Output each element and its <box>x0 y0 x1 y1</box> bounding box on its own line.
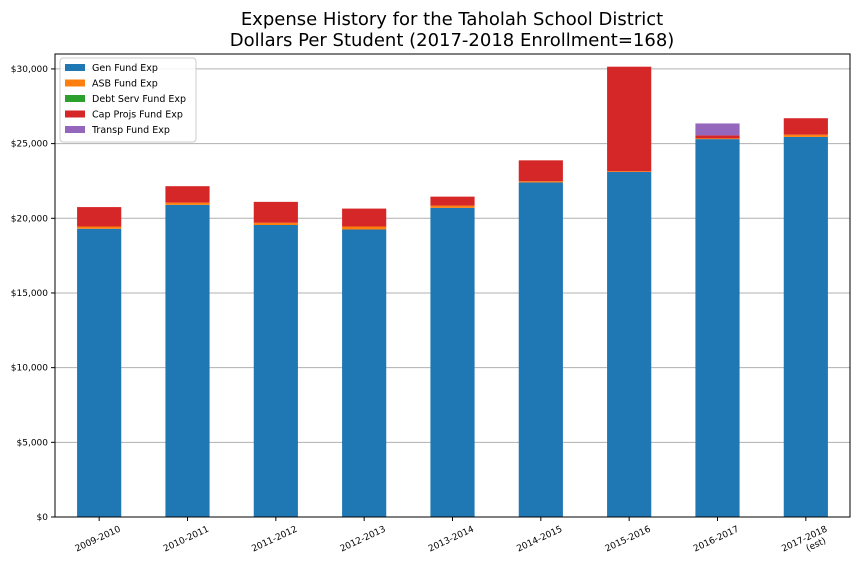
bar-segment <box>430 196 475 206</box>
bar-segment <box>783 136 828 517</box>
bar-segment <box>430 207 475 517</box>
legend: Gen Fund Exp ASB Fund Exp Debt Serv Fund E… <box>59 57 197 143</box>
bar-segment <box>783 118 828 135</box>
bar-segment <box>165 186 210 203</box>
x-tick-label-line: 2012-2013 <box>339 525 388 555</box>
x-tick-label: 2016-2017 <box>692 525 741 555</box>
x-tick-label-line: 2013-2014 <box>427 525 476 555</box>
x-tick-label: 2017-2018(est) <box>780 525 833 564</box>
bar-segment <box>518 182 563 517</box>
x-tick-label-line: 2014-2015 <box>515 525 564 555</box>
x-tick-label: 2011-2012 <box>250 525 299 555</box>
bar-segment <box>430 205 475 208</box>
x-tick-label-line: 2016-2017 <box>692 525 741 555</box>
x-tick-label: 2010-2011 <box>162 525 211 555</box>
x-tick-label: 2012-2013 <box>339 525 388 555</box>
y-tick-label: $30,000 <box>11 65 48 75</box>
bar-segment <box>253 222 298 226</box>
legend-label: Debt Serv Fund Exp <box>92 94 186 105</box>
y-axis: $0 $5,000 $10,000 $15,000 $20,000 $25,000 $30,… <box>11 65 55 523</box>
bar-segment <box>695 139 740 517</box>
chart-title: Expense History for the Taholah School D… <box>241 9 663 30</box>
x-tick-label: 2014-2015 <box>515 525 564 555</box>
x-tick-label-line: 2010-2011 <box>162 525 211 555</box>
y-tick-label: $15,000 <box>11 289 48 299</box>
bar-segment <box>607 171 652 517</box>
legend-swatch <box>65 126 85 133</box>
bar-segment <box>518 181 563 183</box>
bar-segment <box>695 138 740 140</box>
bar-segment <box>695 123 740 136</box>
x-tick-label: 2015-2016 <box>604 525 653 555</box>
y-tick-label: $0 <box>37 513 49 523</box>
x-tick-label: 2009-2010 <box>74 525 123 555</box>
x-tick-label: 2013-2014 <box>427 525 476 555</box>
bar-segment <box>342 229 387 517</box>
legend-label: Cap Projs Fund Exp <box>92 110 183 121</box>
y-tick-label: $5,000 <box>17 438 49 448</box>
legend-box <box>59 57 197 143</box>
legend-label: Gen Fund Exp <box>92 63 158 74</box>
y-tick-label: $25,000 <box>11 140 48 150</box>
bars-layer <box>77 66 828 517</box>
bar-segment <box>607 66 652 172</box>
bar-segment <box>342 226 387 230</box>
bar-segment <box>342 208 387 227</box>
bar-segment <box>783 134 828 137</box>
x-axis: 2009-2010 2010-2011 2011-2012 2012-2013 2013… <box>74 517 833 564</box>
x-tick-label-line: 2015-2016 <box>604 525 653 555</box>
bar-segment <box>253 225 298 517</box>
legend-swatch <box>65 79 85 87</box>
bar-segment <box>77 226 122 229</box>
bar-segment <box>607 171 652 172</box>
bar-segment <box>695 135 740 139</box>
chart-subtitle: Dollars Per Student (2017-2018 Enrollmen… <box>230 30 675 51</box>
legend-swatch <box>65 64 85 71</box>
legend-label: ASB Fund Exp <box>92 79 158 90</box>
bar-segment <box>77 207 122 227</box>
x-tick-label-line: 2011-2012 <box>250 525 299 555</box>
x-tick-label-line: 2009-2010 <box>74 525 123 555</box>
bar-segment <box>165 202 210 205</box>
bar-segment <box>253 201 298 223</box>
bar-segment <box>165 204 210 517</box>
legend-swatch <box>65 95 85 102</box>
bar-segment <box>518 160 563 182</box>
legend-label: Transp Fund Exp <box>91 125 170 136</box>
y-tick-label: $10,000 <box>11 364 48 374</box>
bar-segment <box>77 228 122 517</box>
legend-swatch <box>65 110 85 118</box>
y-tick-label: $20,000 <box>11 214 48 224</box>
